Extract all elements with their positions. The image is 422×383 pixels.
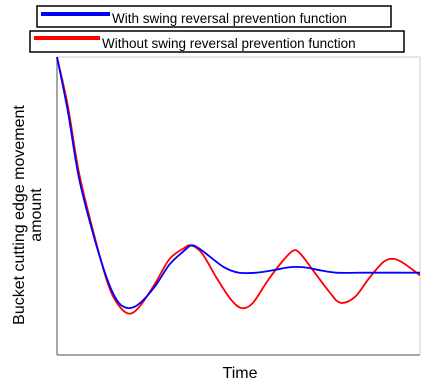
series-line-without-prevention <box>56 56 421 315</box>
series-line-with-prevention <box>56 56 420 310</box>
legend-box-red <box>29 30 405 53</box>
y-axis-label-line-2: amount <box>28 188 45 242</box>
x-axis-label: Time <box>223 365 258 382</box>
legend: With swing reversal prevention function … <box>29 5 405 53</box>
legend-label-blue: With swing reversal prevention function <box>112 11 347 26</box>
legend-label-red: Without swing reversal prevention functi… <box>102 36 356 51</box>
y-axis-label-line-1: Bucket cutting edge movement <box>11 105 28 325</box>
series-layer <box>56 56 421 315</box>
legend-box-blue <box>36 5 392 28</box>
plot-frame <box>56 56 421 356</box>
y-axis-label: Bucket cutting edge movement amount <box>11 105 45 325</box>
